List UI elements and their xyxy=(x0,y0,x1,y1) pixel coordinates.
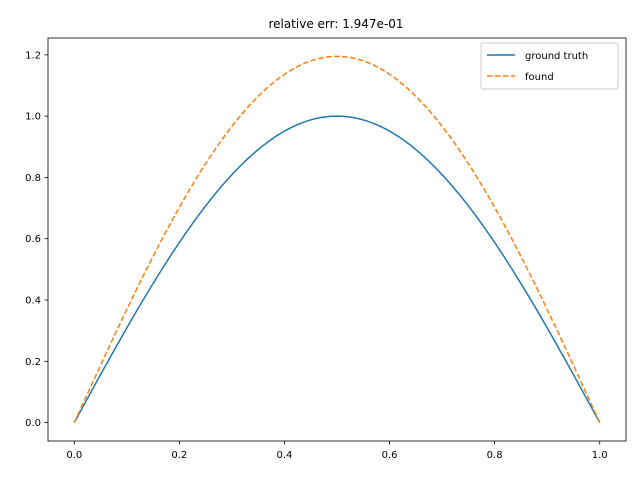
series-line-found xyxy=(73,55,601,423)
chart-title: relative err: 1.947e-01 xyxy=(268,17,403,31)
axes-frame xyxy=(47,37,627,442)
y-axis: 0.0 0.2 0.4 0.6 0.8 1.0 1.2 xyxy=(25,50,48,429)
y-tick-label: 1.2 xyxy=(25,50,41,61)
y-tick-label: 0.0 xyxy=(25,418,41,429)
x-tick-label: 1.0 xyxy=(592,450,608,461)
x-tick-label: 0.6 xyxy=(382,450,398,461)
plot-area xyxy=(73,55,601,423)
legend: ground truth found xyxy=(480,42,619,90)
series-line-ground-truth xyxy=(73,115,601,423)
x-tick-label: 0.4 xyxy=(277,450,293,461)
legend-box xyxy=(480,42,619,90)
legend-label-found: found xyxy=(525,72,554,83)
x-tick-label: 0.2 xyxy=(171,450,187,461)
x-tick-label: 0.8 xyxy=(487,450,503,461)
legend-label-ground-truth: ground truth xyxy=(525,51,588,62)
y-tick-label: 0.8 xyxy=(25,173,41,184)
y-tick-label: 0.4 xyxy=(25,296,41,307)
y-tick-label: 0.2 xyxy=(25,357,41,368)
y-tick-label: 1.0 xyxy=(25,112,41,123)
x-axis: 0.0 0.2 0.4 0.6 0.8 1.0 xyxy=(66,441,608,461)
x-tick-label: 0.0 xyxy=(66,450,82,461)
y-tick-label: 0.6 xyxy=(25,234,41,245)
